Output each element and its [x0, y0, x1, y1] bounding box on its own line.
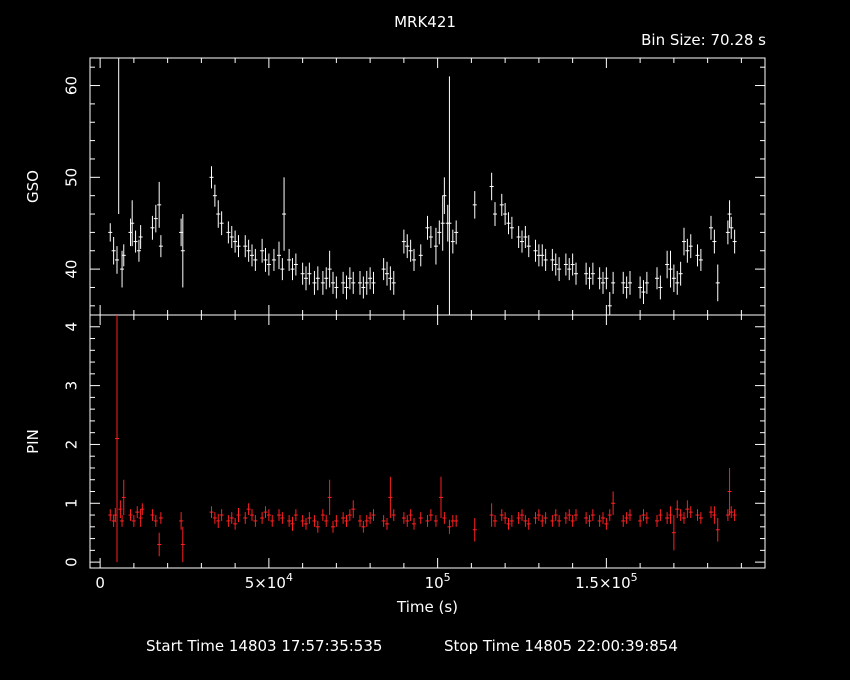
- stop-time-label: Stop Time 14805 22:00:39:854: [444, 637, 678, 655]
- panel-top: 40 50 60 GSO: [24, 57, 766, 316]
- x-tick-label: 5×104: [245, 571, 293, 592]
- y-tick-label: 0: [63, 557, 81, 567]
- y-axis-label-top: GSO: [24, 170, 42, 203]
- data-series-bottom: [108, 315, 737, 563]
- y-tick-label: 60: [63, 76, 81, 95]
- x-tick-label: 1.5×105: [575, 571, 638, 592]
- x-tick-label: 105: [425, 571, 451, 592]
- panel-bottom: 0 1 2 3 4 PIN 0 5×104 105 1.5×105 Time (s): [24, 314, 766, 616]
- panel-frame-bottom: [89, 314, 766, 569]
- x-tick-label: 0: [95, 574, 105, 592]
- y-tick-label: 2: [63, 440, 81, 450]
- y-tick-label: 50: [63, 168, 81, 187]
- x-axis-label: Time (s): [396, 598, 458, 616]
- y-tick-label: 4: [63, 322, 81, 332]
- data-series-top: [108, 58, 737, 315]
- chart-panels: 40 50 60 GSO 0 1 2 3 4 PIN 0 5×104 105 1.5×105 Time (s…: [24, 57, 766, 616]
- y-tick-label: 3: [63, 381, 81, 391]
- bin-size-label: Bin Size: 70.28 s: [641, 31, 766, 49]
- chart-title: MRK421: [394, 13, 456, 31]
- y-axis-label-bottom: PIN: [24, 429, 42, 454]
- y-tick-label: 40: [63, 260, 81, 279]
- start-time-label: Start Time 14803 17:57:35:535: [146, 637, 383, 655]
- y-tick-label: 1: [63, 499, 81, 509]
